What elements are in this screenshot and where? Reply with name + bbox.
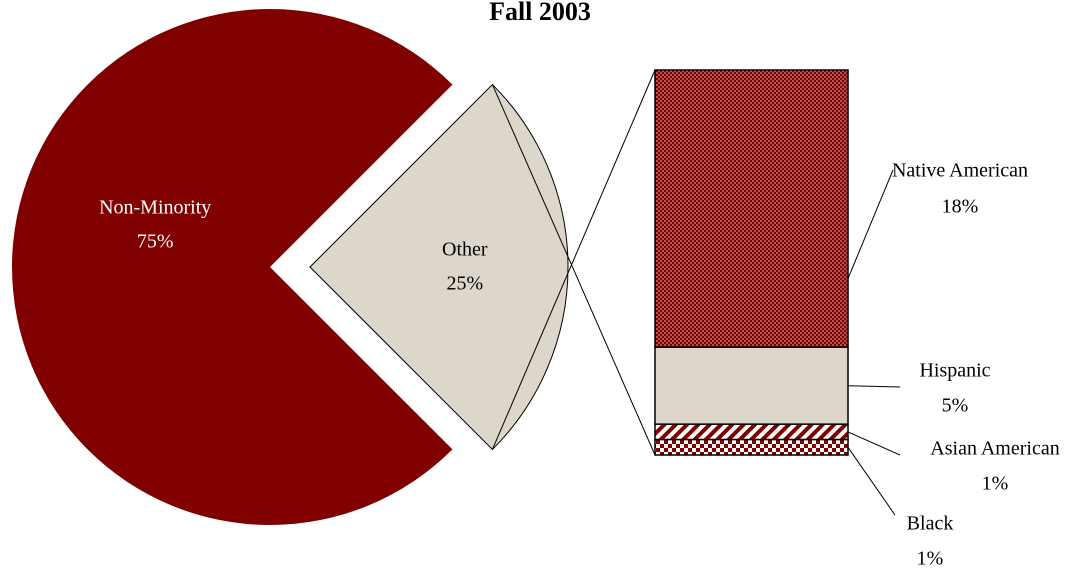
slice-label: Non-Minority	[99, 197, 211, 219]
bar-label: Hispanic	[919, 360, 990, 382]
bar-segment	[654, 346, 849, 425]
bar-segment	[654, 423, 849, 441]
bar-segment	[654, 438, 849, 456]
slice-value-label: 25%	[446, 273, 483, 295]
bar-label: Asian American	[930, 438, 1059, 460]
slice-value-label: 75%	[137, 231, 174, 253]
pie-slice	[309, 83, 569, 451]
leader-line	[847, 431, 901, 456]
leader-line	[847, 447, 896, 516]
bar-value-label: 1%	[917, 548, 944, 570]
connector-line	[491, 84, 656, 456]
bar-value-label: 5%	[942, 395, 969, 417]
bar-label: Native American	[892, 160, 1028, 182]
leader-line	[847, 169, 894, 279]
slice-label: Other	[442, 239, 488, 261]
bar-value-label: 18%	[942, 196, 979, 218]
leader-line	[847, 385, 901, 388]
bar-segment	[654, 69, 849, 348]
bar-label: Black	[907, 513, 954, 535]
chart-title: Fall 2003	[489, 0, 591, 26]
pie-slice	[12, 8, 453, 525]
bar-value-label: 1%	[982, 473, 1009, 495]
connector-line	[491, 69, 656, 450]
